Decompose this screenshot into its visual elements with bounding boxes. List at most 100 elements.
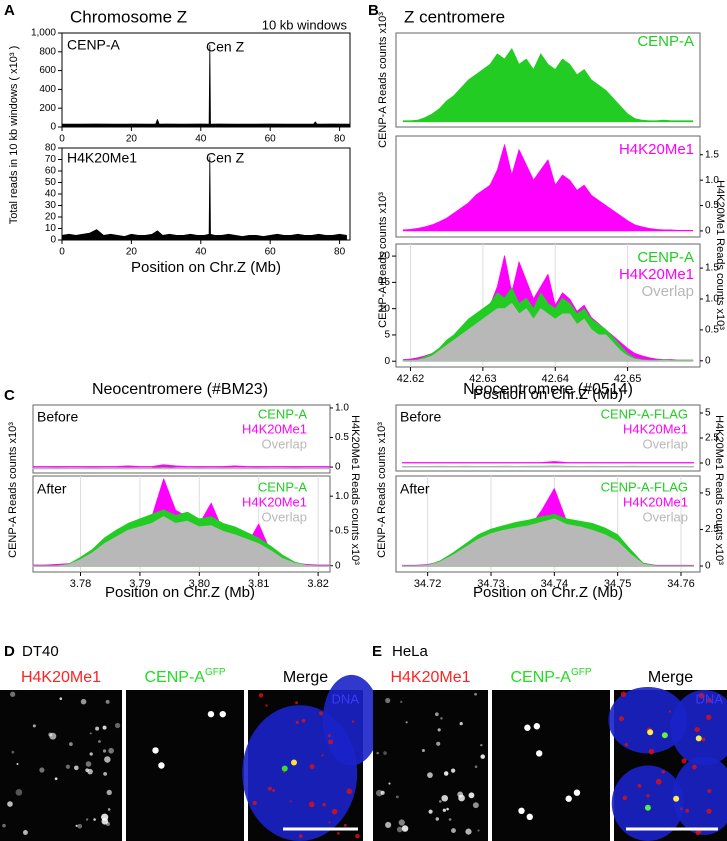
chart-title: Z centromere: [404, 7, 505, 26]
channel-label: Merge: [648, 669, 693, 686]
signal-dot: [451, 828, 456, 833]
signal-dot: [327, 734, 331, 738]
signal-dot: [620, 691, 627, 697]
signal-dot: [701, 737, 706, 742]
x-tick-label: 60: [265, 134, 277, 145]
signal-dot: [448, 818, 452, 821]
channel-name: H4K20Me1: [21, 669, 101, 686]
signal-dot: [69, 742, 73, 746]
signal-dot: [398, 819, 405, 826]
x-tick-label: 40: [195, 247, 207, 258]
chart-title: Neocentromere (#0514): [463, 381, 633, 398]
cell-line-label: HeLa: [392, 643, 429, 660]
chart-title: Chromosome Z: [70, 7, 187, 26]
signal-dot: [380, 790, 385, 795]
legend-entry: CENP-A: [637, 249, 694, 266]
signal-dot: [319, 711, 324, 716]
panel-label: B: [368, 2, 379, 19]
y-tick-label: 10: [45, 223, 57, 234]
signal-dot: [565, 795, 572, 802]
signal-dot: [474, 765, 478, 769]
x-tick-label: 3.81: [248, 578, 269, 590]
annotation: Cen Z: [206, 39, 245, 55]
y-axis-label: Total reads in 10 kb windows ( x10³ ): [8, 46, 20, 225]
signal-dot: [698, 692, 705, 699]
legend-entry: CENP-A: [258, 406, 307, 421]
annotation: 10 kb windows: [262, 17, 348, 32]
y2-axis-label: H4K20Me1 Reads counts x10³: [714, 180, 726, 330]
x-tick-label: 40: [195, 134, 207, 145]
signal-area: [402, 48, 694, 123]
signal-dot: [102, 725, 107, 730]
signal-dot: [80, 698, 87, 705]
signal-dot: [7, 801, 13, 807]
y2-tick-label: 1.5: [705, 263, 719, 274]
signal-dot: [694, 726, 700, 733]
y-tick-label: 70: [45, 154, 57, 165]
y-tick-label: 10: [379, 303, 391, 314]
signal-dot: [437, 728, 441, 732]
x-tick-label: 80: [334, 247, 346, 258]
channel-label: H4K20Me1: [390, 669, 470, 686]
signal-area: [402, 144, 694, 232]
legend-entry: Overlap: [642, 436, 688, 451]
signal-dot: [573, 789, 581, 796]
channel-name: Merge: [283, 669, 328, 686]
x-tick-label: 34.73: [477, 578, 505, 590]
signal-dot: [427, 772, 433, 779]
signal-dot: [706, 808, 712, 814]
signal-dot: [468, 792, 475, 799]
channel-name: CENP-A: [144, 669, 205, 686]
signal-dot: [436, 741, 441, 746]
panel-label: C: [4, 387, 15, 404]
signal-dot: [2, 823, 6, 828]
signal-dot: [77, 823, 83, 829]
signal-dot: [465, 828, 472, 835]
y2-tick-label: 0: [335, 462, 341, 473]
signal-dot: [267, 786, 272, 791]
x-tick-label: 3.79: [129, 578, 150, 590]
signal-dot: [108, 747, 114, 754]
x-tick-label: 3.78: [70, 578, 91, 590]
signal-dot: [16, 762, 19, 765]
signal-dot: [376, 751, 379, 755]
signal-dot: [343, 823, 347, 827]
dna-label: DNA: [696, 691, 724, 706]
signal-dot: [646, 794, 650, 798]
cell-line-label: DT40: [22, 643, 59, 660]
signal-dot: [421, 749, 425, 752]
y2-tick-label: 0: [335, 560, 341, 571]
signal-dot: [22, 830, 28, 835]
signal-area: [401, 461, 695, 464]
x-axis-label: Position on Chr.Z (Mb): [473, 584, 623, 601]
y-tick-label: 400: [39, 84, 56, 95]
signal-area: [61, 44, 351, 128]
signal-dot: [295, 720, 299, 725]
x-tick-label: 20: [126, 134, 138, 145]
y2-tick-label: 1.0: [335, 403, 349, 414]
signal-dot: [291, 759, 297, 766]
signal-dot: [32, 724, 36, 728]
signal-dot: [435, 817, 439, 821]
y2-tick-label: 2.5: [705, 524, 719, 535]
signal-dot: [337, 832, 340, 835]
signal-dot: [405, 721, 408, 724]
signal-dot: [647, 729, 654, 736]
y2-tick-label: 0: [705, 561, 711, 572]
signal-dot: [428, 809, 433, 814]
y2-tick-label: 0.5: [335, 526, 349, 537]
signal-dot: [308, 801, 315, 808]
signal-dot: [87, 768, 93, 775]
signal-dot: [252, 800, 257, 806]
y-tick-label: 40: [45, 189, 57, 200]
nucleus: [322, 674, 381, 766]
signal-dot: [680, 807, 683, 811]
track-label: CENP-A: [67, 37, 121, 53]
signal-dot: [289, 800, 292, 803]
signal-dot: [707, 788, 712, 793]
y-tick-label: 0: [50, 122, 56, 133]
x-tick-label: 34.75: [604, 578, 632, 590]
y-tick-label: 0: [384, 356, 390, 367]
